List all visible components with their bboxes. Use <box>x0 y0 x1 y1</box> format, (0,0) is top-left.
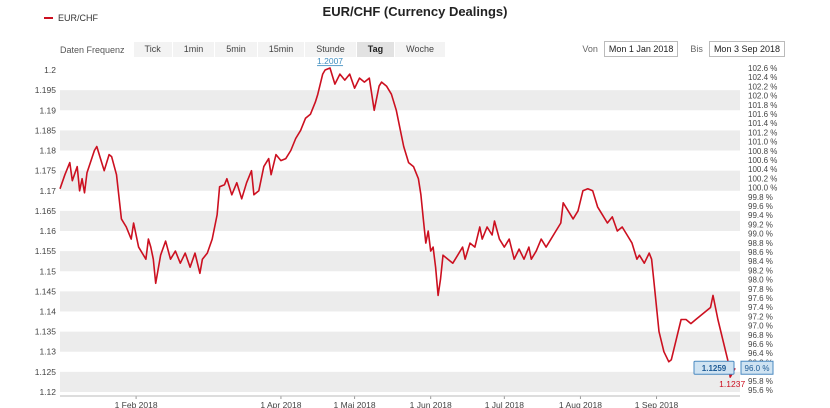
y2-tick-label: 96.4 % <box>748 349 773 358</box>
y2-tick-label: 100.4 % <box>748 165 777 174</box>
y2-tick-label: 101.2 % <box>748 128 777 137</box>
y-tick-label: 1.195 <box>35 85 57 95</box>
y2-tick-label: 96.6 % <box>748 340 773 349</box>
y2-tick-label: 99.6 % <box>748 202 773 211</box>
y-tick-label: 1.12 <box>39 387 56 397</box>
y2-tick-label: 99.4 % <box>748 211 773 220</box>
last-value-box <box>693 360 735 375</box>
period-button-15min[interactable]: 15min <box>257 42 306 57</box>
y2-tick-label: 99.8 % <box>748 193 773 202</box>
last-percent-label: 96.0 % <box>745 364 770 373</box>
y-tick-label: 1.165 <box>35 206 57 216</box>
y2-tick-label: 100.8 % <box>748 147 777 156</box>
y-tick-label: 1.125 <box>35 367 57 377</box>
x-tick-label: 1 Feb 2018 <box>115 400 158 408</box>
y2-tick-label: 99.2 % <box>748 220 773 229</box>
y-tick-label: 1.2 <box>44 65 56 75</box>
from-label: Von <box>582 44 598 54</box>
y-band <box>60 210 740 232</box>
y-band <box>60 291 740 312</box>
y-tick-label: 1.135 <box>35 327 57 337</box>
period-button-stunde[interactable]: Stunde <box>305 42 357 57</box>
y2-tick-label: 102.6 % <box>748 64 777 73</box>
x-tick-label: 1 Jul 2018 <box>485 400 524 408</box>
legend-swatch <box>44 17 53 19</box>
period-button-1min[interactable]: 1min <box>172 42 216 57</box>
y2-tick-label: 95.8 % <box>748 377 773 386</box>
y2-tick-label: 98.4 % <box>748 257 773 266</box>
y-tick-label: 1.14 <box>39 306 56 316</box>
y2-tick-label: 98.6 % <box>748 248 773 257</box>
y2-tick-label: 97.8 % <box>748 285 773 294</box>
y2-tick-label: 99.0 % <box>748 230 773 239</box>
last-percent-box <box>740 360 774 375</box>
y2-tick-label: 101.0 % <box>748 138 777 147</box>
legend[interactable]: EUR/CHF <box>44 13 98 23</box>
series-line-eurchf[interactable] <box>59 67 736 378</box>
last-value-label: 1.1259 <box>702 364 727 373</box>
y-tick-label: 1.175 <box>35 166 57 176</box>
y-band <box>60 331 740 352</box>
x-tick-label: 1 Mai 2018 <box>334 400 376 408</box>
min-value-label: 1.1237 <box>719 379 745 389</box>
x-tick-label: 1 Apr 2018 <box>260 400 301 408</box>
y-band <box>60 371 740 392</box>
to-label: Bis <box>690 44 703 54</box>
y2-tick-label: 96.8 % <box>748 331 773 340</box>
y-tick-label: 1.145 <box>35 286 57 296</box>
x-tick-label: 1 Jun 2018 <box>410 400 452 408</box>
y-tick-label: 1.16 <box>39 226 56 236</box>
legend-label: EUR/CHF <box>58 13 98 23</box>
period-button-woche[interactable]: Woche <box>395 42 446 57</box>
y-band <box>60 170 740 191</box>
period-button-5min[interactable]: 5min <box>215 42 258 57</box>
chart-title: EUR/CHF (Currency Dealings) <box>322 4 508 19</box>
period-button-tag[interactable]: Tag <box>356 42 396 57</box>
y-tick-label: 1.13 <box>39 347 56 357</box>
y-tick-label: 1.17 <box>39 186 56 196</box>
y2-tick-label: 98.0 % <box>748 276 773 285</box>
date-range: Von Mon 1 Jan 2018 Bis Mon 3 Sep 2018 <box>582 41 785 57</box>
y-tick-label: 1.15 <box>39 266 56 276</box>
y-tick-label: 1.155 <box>35 246 57 256</box>
y2-tick-label: 95.6 % <box>748 386 773 395</box>
y2-tick-label: 98.8 % <box>748 239 773 248</box>
y2-tick-label: 102.0 % <box>748 92 777 101</box>
period-button-tick[interactable]: Tick <box>133 42 173 57</box>
from-date-input[interactable]: Mon 1 Jan 2018 <box>603 41 679 57</box>
y2-tick-label: 98.2 % <box>748 266 773 275</box>
y2-tick-label: 100.6 % <box>748 156 777 165</box>
y2-tick-label: 100.2 % <box>748 174 777 183</box>
y2-tick-label: 100.0 % <box>748 184 777 193</box>
y2-tick-label: 101.8 % <box>748 101 777 110</box>
y-band <box>60 251 740 272</box>
max-value-label: 1.2007 <box>317 56 343 66</box>
y2-tick-label: 101.6 % <box>748 110 777 119</box>
y-tick-label: 1.19 <box>39 105 56 115</box>
y2-tick-label: 102.4 % <box>748 73 777 82</box>
x-tick-label: 1 Sep 2018 <box>635 400 679 408</box>
y2-tick-label: 97.4 % <box>748 303 773 312</box>
frequency-label: Daten Frequenz <box>60 44 125 55</box>
y2-tick-label: 102.2 % <box>748 82 777 91</box>
x-tick-label: 1 Aug 2018 <box>559 400 602 408</box>
y2-tick-label: 97.0 % <box>748 322 773 331</box>
y2-tick-label: 101.4 % <box>748 119 777 128</box>
y-band <box>60 90 740 111</box>
y-band <box>60 130 740 151</box>
y2-tick-label: 97.2 % <box>748 312 773 321</box>
to-date-input[interactable]: Mon 3 Sep 2018 <box>708 41 785 57</box>
frequency-toolbar: Daten Frequenz Tick 1min 5min 15min Stun… <box>60 42 446 57</box>
y-tick-label: 1.18 <box>39 146 56 156</box>
y-tick-label: 1.185 <box>35 125 57 135</box>
y2-tick-label: 97.6 % <box>748 294 773 303</box>
